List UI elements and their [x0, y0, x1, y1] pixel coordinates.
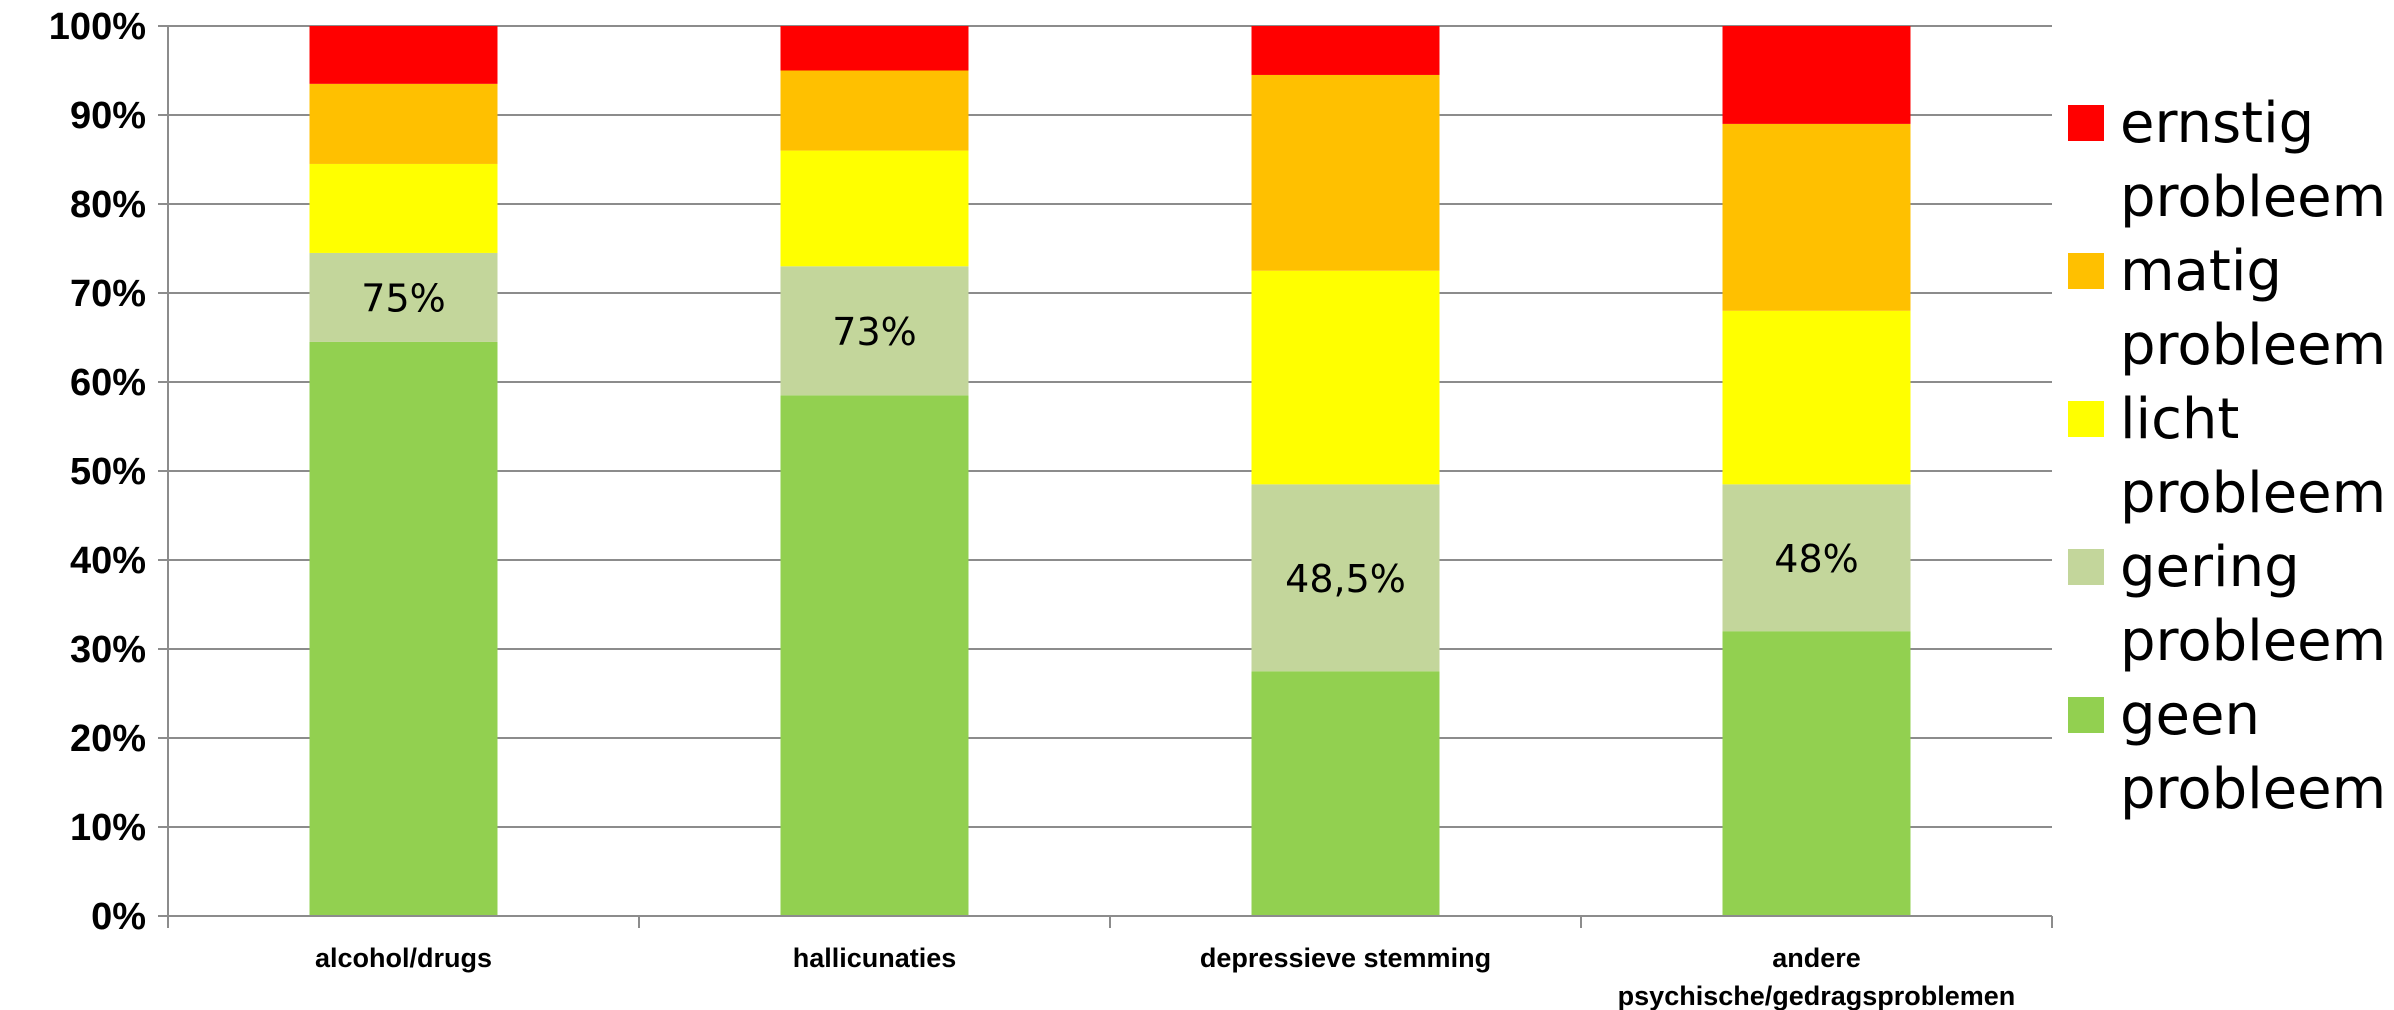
- bar-segment: [1251, 74, 1440, 271]
- legend-entry: gering probleem: [2120, 535, 2386, 674]
- legend-swatch: [2068, 697, 2104, 733]
- axes: 0% 10% 20% 30% 40% 50% 60% 70% 80% 90% 100% alcohol…: [49, 6, 2053, 1010]
- bar-segment: [780, 70, 969, 151]
- y-tick-label: 20%: [70, 718, 146, 760]
- bar-segment: [780, 26, 969, 71]
- bar-segment: [780, 150, 969, 267]
- y-tick-label: 40%: [70, 540, 146, 582]
- data-label: 75%: [361, 276, 445, 320]
- y-tick-label: 30%: [70, 629, 146, 671]
- legend-swatch: [2068, 253, 2104, 289]
- data-label: 48%: [1774, 537, 1858, 581]
- y-tick-label: 100%: [49, 6, 146, 48]
- bar-segment: [1722, 484, 1911, 632]
- y-tick-label: 50%: [70, 451, 146, 493]
- bar-segment: [1722, 310, 1911, 485]
- x-tick-label: hallicunaties: [793, 943, 957, 973]
- bar-segment: [780, 266, 969, 396]
- bar-segment: [780, 395, 969, 917]
- data-label: 48,5%: [1285, 557, 1406, 601]
- y-tick-label: 80%: [70, 184, 146, 226]
- bar-segment: [1722, 631, 1911, 916]
- legend-entry: licht probleem: [2120, 387, 2386, 526]
- legend-entry: ernstig probleem: [2120, 91, 2386, 230]
- legend-swatch: [2068, 105, 2104, 141]
- y-tick-label: 10%: [70, 807, 146, 849]
- bars: [309, 26, 1911, 917]
- bar-segment: [309, 341, 498, 916]
- legend-entry: matig probleem: [2120, 239, 2386, 378]
- x-tick-label: andere psychische/gedragsproblemen: [1618, 943, 2016, 1010]
- x-tick-label: depressieve stemming: [1200, 943, 1491, 973]
- bar-segment: [1722, 26, 1911, 124]
- bar-segment: [1722, 123, 1911, 311]
- legend-entry: geen probleem: [2120, 683, 2386, 822]
- bar-segment: [309, 163, 498, 253]
- y-tick-label: 70%: [70, 273, 146, 315]
- bar-segment: [309, 83, 498, 164]
- y-tick-label: 90%: [70, 95, 146, 137]
- legend-swatch: [2068, 549, 2104, 585]
- x-tick-label: alcohol/drugs: [315, 943, 492, 973]
- bar-segment: [309, 252, 498, 342]
- bar-segment: [309, 26, 498, 84]
- y-tick-label: 0%: [91, 896, 146, 938]
- bar-segment: [1251, 671, 1440, 916]
- legend-swatch: [2068, 401, 2104, 437]
- bar-segment: [1251, 26, 1440, 75]
- bar-segment: [1251, 484, 1440, 672]
- data-label: 73%: [832, 310, 916, 354]
- data-labels: 75% 73% 48,5% 48%: [361, 276, 1858, 600]
- y-tick-label: 60%: [70, 362, 146, 404]
- bar-segment: [1251, 270, 1440, 485]
